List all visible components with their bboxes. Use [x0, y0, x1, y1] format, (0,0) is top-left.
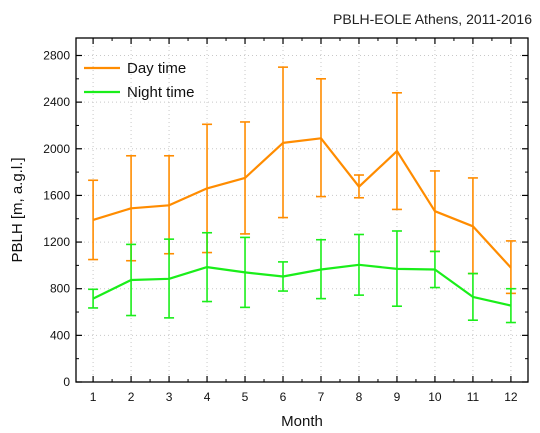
x-tick-label: 7: [318, 390, 325, 404]
y-tick-label: 2000: [43, 142, 70, 156]
y-tick-label: 0: [63, 375, 70, 389]
axes-ticks: 1 2 3 4 5 6 7 8 9 10 11 120400800120016002000240028…: [43, 38, 528, 404]
series-line: [92, 137, 512, 269]
y-tick-label: 2400: [43, 95, 70, 109]
y-axis-label: PBLH [m, a.g.l.]: [9, 157, 26, 262]
series-day-time: [88, 66, 516, 295]
x-tick-label: 5: [242, 390, 249, 404]
x-tick-label: 10: [428, 390, 442, 404]
x-tick-label: 9: [394, 390, 401, 404]
x-tick-label: 1: [90, 390, 97, 404]
x-tick-label: 4: [204, 390, 211, 404]
chart-title: PBLH-EOLE Athens, 2011-2016: [333, 11, 532, 27]
legend-label: Night time: [127, 84, 195, 101]
legend-label: Day time: [127, 60, 186, 77]
x-tick-label: 3: [166, 390, 173, 404]
series-night-time: [88, 230, 516, 324]
series-line: [92, 263, 512, 307]
x-tick-label: 8: [356, 390, 363, 404]
x-axis-label: Month: [281, 413, 323, 430]
legend: Day time Night time: [84, 60, 195, 101]
y-tick-label: 1600: [43, 188, 70, 202]
x-tick-label: 12: [504, 390, 518, 404]
x-tick-label: 11: [467, 390, 480, 404]
y-tick-label: 2800: [43, 48, 70, 62]
y-tick-label: 800: [50, 282, 70, 296]
series-layer: [88, 66, 516, 324]
y-tick-label: 400: [50, 328, 70, 342]
y-tick-label: 1200: [43, 235, 70, 249]
x-tick-label: 2: [128, 390, 135, 404]
x-tick-label: 6: [280, 390, 287, 404]
